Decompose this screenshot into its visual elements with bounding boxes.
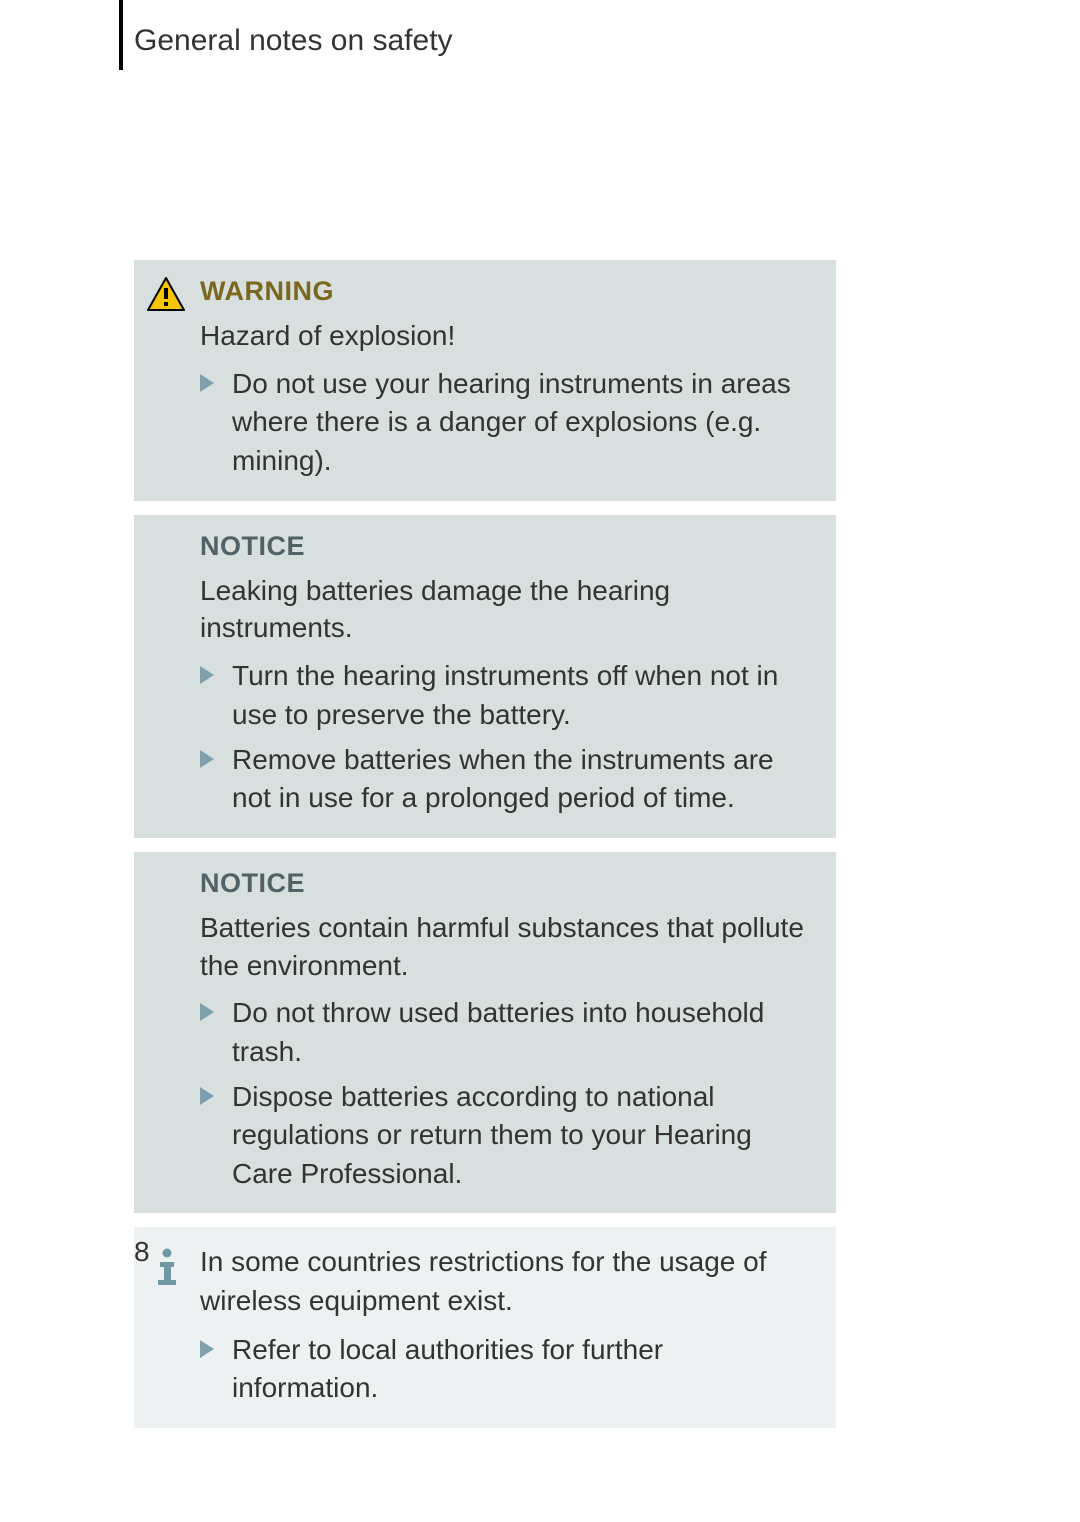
header-rule: [119, 0, 123, 70]
chevron-right-icon: [200, 1003, 214, 1021]
notice-lead: Leaking batteries damage the hearing ins…: [200, 572, 816, 648]
notice-box: NOTICE Leaking batteries damage the hear…: [134, 515, 836, 838]
list-item: Dispose batteries according to national …: [200, 1078, 816, 1194]
warning-icon: [146, 276, 186, 312]
notice-heading: NOTICE: [200, 531, 816, 562]
bullet-text: Turn the hearing instruments off when no…: [232, 660, 778, 730]
notice-bullets: Do not throw used batteries into househo…: [200, 994, 816, 1193]
warning-heading: WARNING: [200, 276, 816, 307]
chevron-right-icon: [200, 374, 214, 392]
notice-heading: NOTICE: [200, 868, 816, 899]
chevron-right-icon: [200, 666, 214, 684]
page-title: General notes on safety: [134, 24, 453, 58]
bullet-text: Do not use your hearing instruments in a…: [232, 368, 791, 476]
chevron-right-icon: [200, 1340, 214, 1358]
bullet-text: Dispose batteries according to national …: [232, 1081, 752, 1189]
info-bullets: Refer to local authorities for further i…: [200, 1331, 816, 1408]
warning-box: WARNING Hazard of explosion! Do not use …: [134, 260, 836, 501]
page-number: 8: [134, 1236, 150, 1268]
warning-bullets: Do not use your hearing instruments in a…: [200, 365, 816, 481]
notice-lead: Batteries contain harmful substances tha…: [200, 909, 816, 985]
info-box: In some countries restrictions for the u…: [134, 1227, 836, 1428]
notice-bullets: Turn the hearing instruments off when no…: [200, 657, 816, 818]
info-icon: [154, 1247, 180, 1287]
list-item: Turn the hearing instruments off when no…: [200, 657, 816, 734]
bullet-text: Refer to local authorities for further i…: [232, 1334, 663, 1404]
warning-lead: Hazard of explosion!: [200, 317, 816, 355]
list-item: Refer to local authorities for further i…: [200, 1331, 816, 1408]
bullet-text: Remove batteries when the instruments ar…: [232, 744, 774, 814]
bullet-text: Do not throw used batteries into househo…: [232, 997, 764, 1067]
chevron-right-icon: [200, 750, 214, 768]
list-item: Remove batteries when the instruments ar…: [200, 741, 816, 818]
list-item: Do not throw used batteries into househo…: [200, 994, 816, 1071]
content-area: WARNING Hazard of explosion! Do not use …: [134, 260, 836, 1428]
list-item: Do not use your hearing instruments in a…: [200, 365, 816, 481]
info-lead: In some countries restrictions for the u…: [200, 1243, 816, 1320]
chevron-right-icon: [200, 1087, 214, 1105]
notice-box: NOTICE Batteries contain harmful substan…: [134, 852, 836, 1214]
